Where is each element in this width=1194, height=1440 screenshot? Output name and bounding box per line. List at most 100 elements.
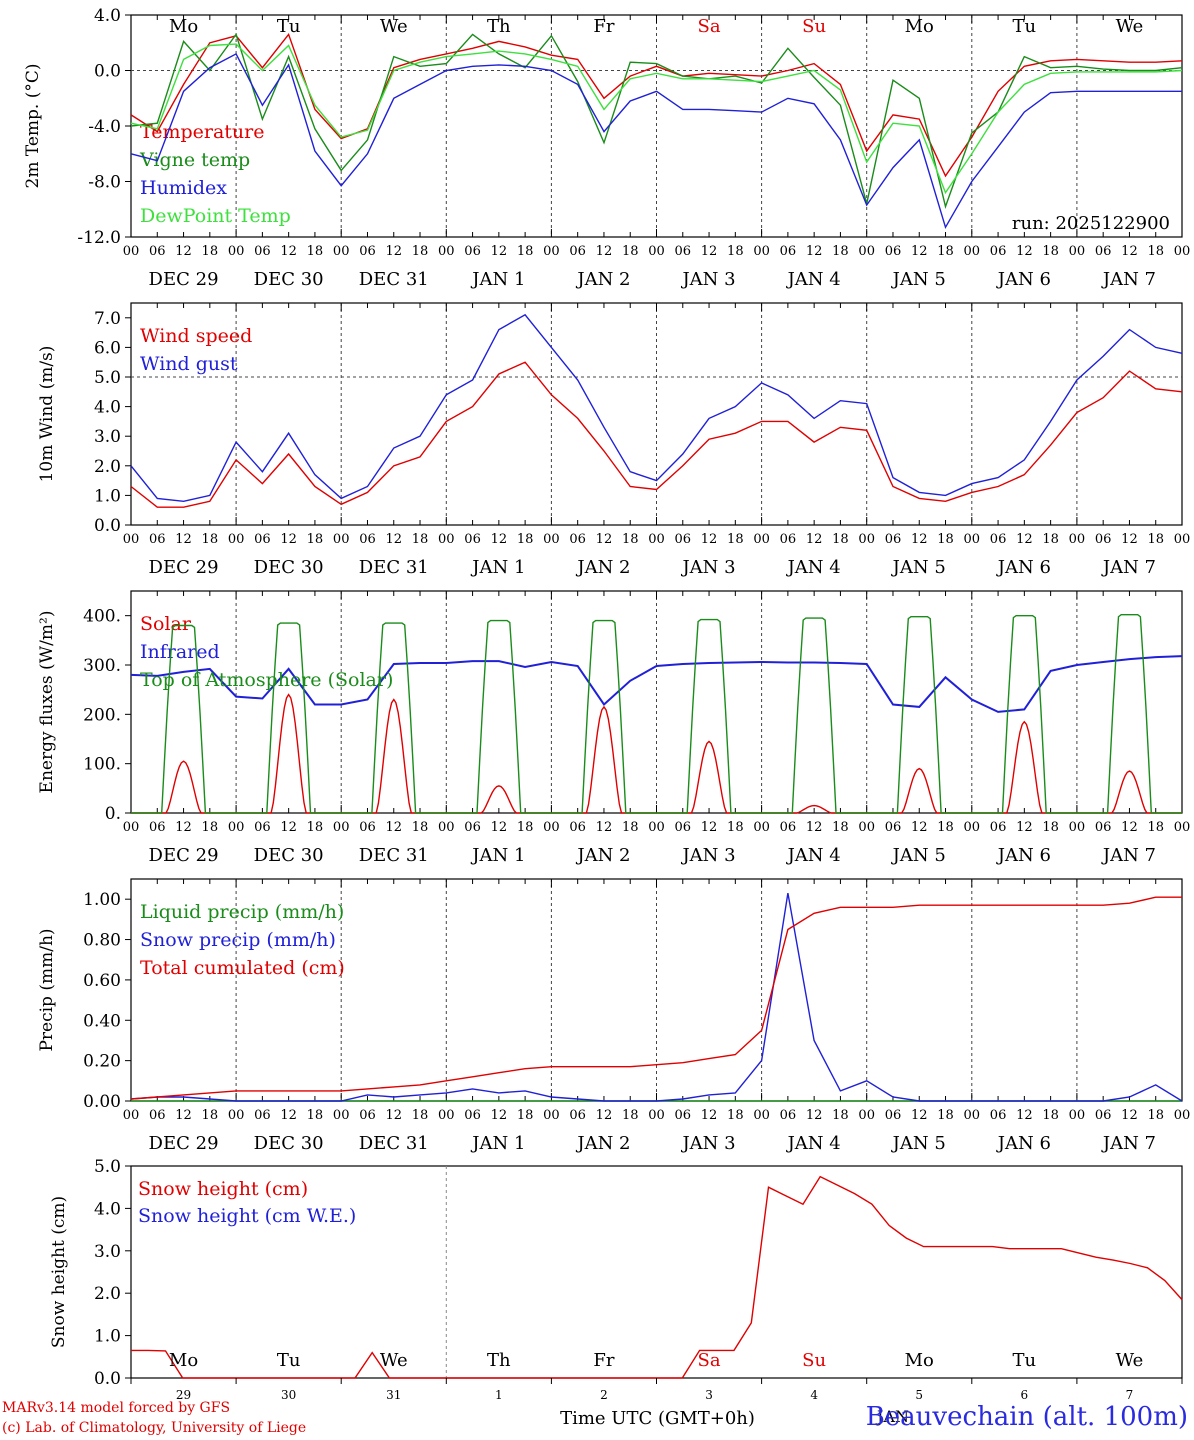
x-tick-label: 06	[149, 244, 166, 259]
x-tick-label: 18	[727, 820, 744, 835]
series-line-infrared	[130, 655, 1183, 713]
x-tick-label: 12	[280, 820, 297, 835]
y-tick-label: -4.0	[88, 117, 121, 137]
x-tick-label: 00	[753, 820, 770, 835]
day-name-label: We	[1116, 16, 1144, 37]
y-tick-label: 1.0	[94, 486, 121, 506]
x-tick-label: 12	[701, 820, 718, 835]
x-tick-label: 18	[517, 1108, 534, 1123]
date-number-label: 2	[600, 1388, 608, 1402]
x-tick-label: 18	[622, 244, 639, 259]
date-label: DEC 31	[359, 1133, 429, 1154]
x-tick-label: 12	[1121, 1108, 1138, 1123]
x-tick-label: 06	[885, 532, 902, 547]
date-label: JAN 1	[470, 1133, 525, 1154]
x-tick-label: 18	[307, 1108, 324, 1123]
date-label: JAN 2	[575, 845, 630, 866]
date-label: DEC 30	[254, 269, 324, 290]
date-label: JAN 7	[1101, 557, 1156, 578]
x-tick-label: 12	[806, 1108, 823, 1123]
x-tick-label: 06	[254, 820, 271, 835]
x-tick-label: 00	[1174, 1108, 1191, 1123]
x-tick-label: 06	[569, 244, 586, 259]
date-number-label: 4	[810, 1388, 818, 1402]
x-tick-label: 12	[806, 244, 823, 259]
date-label: DEC 30	[254, 1133, 324, 1154]
date-label: JAN 6	[996, 557, 1051, 578]
x-tick-label: 06	[990, 1108, 1007, 1123]
series-line-top-of-atmosphere-solar-	[131, 614, 1182, 814]
date-label: JAN 7	[1101, 845, 1156, 866]
date-label: JAN 3	[680, 557, 735, 578]
date-label: DEC 29	[149, 269, 219, 290]
x-tick-label: 12	[280, 1108, 297, 1123]
x-tick-label: 12	[806, 820, 823, 835]
day-name-label: Su	[802, 16, 826, 37]
x-tick-label: 06	[359, 244, 376, 259]
date-number-label: 30	[281, 1388, 296, 1402]
date-label: JAN 2	[575, 557, 630, 578]
x-tick-label: 18	[202, 1108, 219, 1123]
y-tick-label: -12.0	[77, 228, 121, 248]
y-tick-label: 7.0	[94, 309, 121, 329]
x-tick-label: 12	[1016, 244, 1033, 259]
x-tick-label: 00	[438, 1108, 455, 1123]
x-tick-label: 00	[438, 820, 455, 835]
x-tick-label: 00	[438, 532, 455, 547]
x-tick-label: 00	[543, 532, 560, 547]
date-label: JAN 4	[786, 269, 841, 290]
x-tick-label: 18	[412, 532, 429, 547]
x-tick-label: 18	[202, 532, 219, 547]
series-line-total-cumulated-cm-	[130, 896, 1182, 1100]
x-tick-label: 06	[780, 1108, 797, 1123]
day-name-label: Sa	[698, 1350, 721, 1371]
day-name-label: Fr	[593, 16, 614, 37]
legend-entry: Solar	[140, 613, 192, 635]
x-tick-label: 18	[937, 1108, 954, 1123]
x-tick-label: 18	[412, 244, 429, 259]
x-tick-label: 06	[675, 1108, 692, 1123]
x-tick-label: 00	[858, 532, 875, 547]
x-tick-label: 18	[307, 244, 324, 259]
date-label: JAN 6	[996, 269, 1051, 290]
date-label: JAN 1	[470, 269, 525, 290]
x-tick-label: 00	[543, 244, 560, 259]
x-tick-label: 18	[832, 820, 849, 835]
x-tick-label: 12	[701, 532, 718, 547]
x-tick-label: 00	[228, 244, 245, 259]
x-tick-label: 12	[175, 244, 192, 259]
legend-entry: DewPoint Temp	[140, 205, 291, 227]
x-tick-label: 18	[307, 532, 324, 547]
day-name-label: Th	[487, 16, 511, 37]
x-tick-label: 06	[359, 1108, 376, 1123]
x-tick-label: 12	[1016, 820, 1033, 835]
x-tick-label: 18	[202, 820, 219, 835]
series-line-vigne-temp	[130, 32, 1183, 209]
legend-entry: Snow precip (mm/h)	[140, 929, 336, 951]
x-tick-label: 12	[175, 1108, 192, 1123]
y-tick-label: 0.0	[94, 62, 121, 82]
y-tick-label: 0.0	[94, 1369, 121, 1389]
date-label: JAN 1	[470, 845, 525, 866]
x-tick-label: 12	[911, 1108, 928, 1123]
y-tick-label: 6.0	[94, 338, 121, 358]
x-tick-label: 00	[1069, 1108, 1086, 1123]
x-tick-label: 00	[123, 244, 140, 259]
x-tick-label: 18	[727, 1108, 744, 1123]
x-tick-label: 06	[464, 1108, 481, 1123]
x-tick-label: 18	[832, 244, 849, 259]
x-tick-label: 00	[753, 532, 770, 547]
x-tick-label: 12	[596, 532, 613, 547]
x-tick-label: 12	[280, 532, 297, 547]
x-tick-label: 18	[202, 244, 219, 259]
x-tick-label: 18	[517, 820, 534, 835]
x-tick-label: 12	[385, 820, 402, 835]
x-tick-label: 06	[780, 532, 797, 547]
x-tick-label: 06	[359, 820, 376, 835]
x-tick-label: 06	[464, 820, 481, 835]
y-axis-label: 10m Wind (m/s)	[37, 346, 57, 483]
y-tick-label: 5.0	[94, 1157, 121, 1177]
day-name-label: Fr	[593, 1350, 614, 1371]
x-tick-label: 00	[858, 820, 875, 835]
x-tick-label: 12	[911, 532, 928, 547]
